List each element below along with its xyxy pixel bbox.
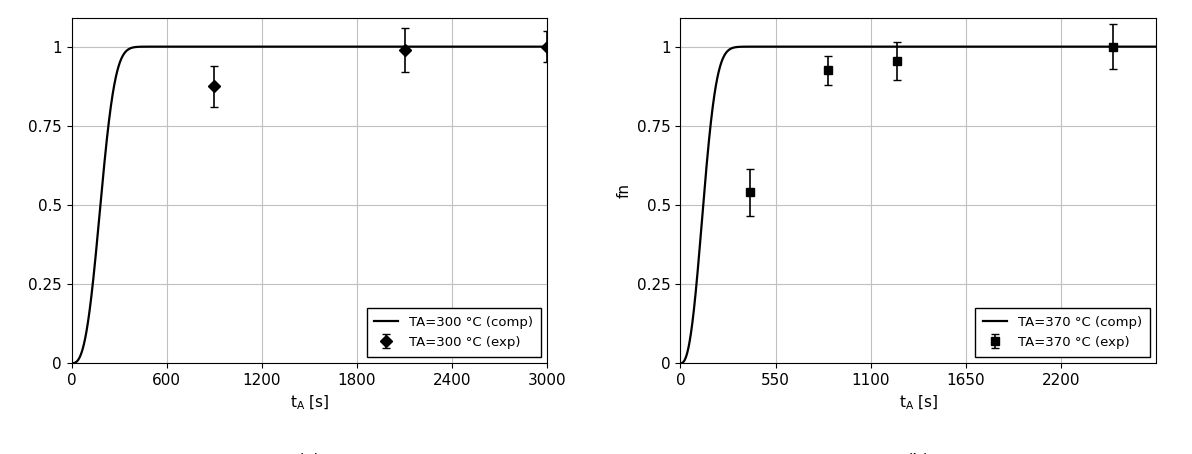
TA=300 °C (comp) [540, 44, 554, 49]
Legend: TA=370 °C (comp), TA=370 °C (exp): TA=370 °C (comp), TA=370 °C (exp) [975, 308, 1149, 356]
TA=370 °C (comp) [673, 360, 688, 366]
Line: TA=370 °C (comp): TA=370 °C (comp) [681, 47, 1156, 363]
X-axis label: t$_\mathregular{A}$ [s]: t$_\mathregular{A}$ [s] [899, 394, 938, 412]
TA=300 °C (comp) [247, 44, 261, 49]
TA=370 °C (comp) [1088, 44, 1103, 49]
TA=370 °C (comp) [1140, 44, 1154, 49]
TA=370 °C (comp) [876, 44, 890, 49]
X-axis label: t$_\mathregular{A}$ [s]: t$_\mathregular{A}$ [s] [290, 394, 329, 412]
TA=370 °C (comp) [856, 44, 870, 49]
Text: (b): (b) [907, 453, 930, 454]
TA=300 °C (comp) [64, 360, 79, 366]
TA=300 °C (comp) [181, 44, 195, 49]
TA=300 °C (comp) [530, 44, 545, 49]
TA=370 °C (comp) [727, 44, 741, 50]
TA=370 °C (comp) [756, 44, 770, 49]
Legend: TA=300 °C (comp), TA=300 °C (exp): TA=300 °C (comp), TA=300 °C (exp) [366, 308, 541, 356]
TA=300 °C (comp) [267, 44, 281, 49]
TA=300 °C (comp) [479, 44, 493, 49]
Line: TA=300 °C (comp): TA=300 °C (comp) [72, 47, 547, 363]
TA=370 °C (comp) [786, 44, 800, 49]
Text: (a): (a) [298, 453, 321, 454]
Y-axis label: fn: fn [616, 183, 632, 198]
TA=370 °C (comp) [1149, 44, 1163, 49]
TA=300 °C (comp) [119, 49, 134, 54]
TA=300 °C (comp) [147, 44, 161, 49]
